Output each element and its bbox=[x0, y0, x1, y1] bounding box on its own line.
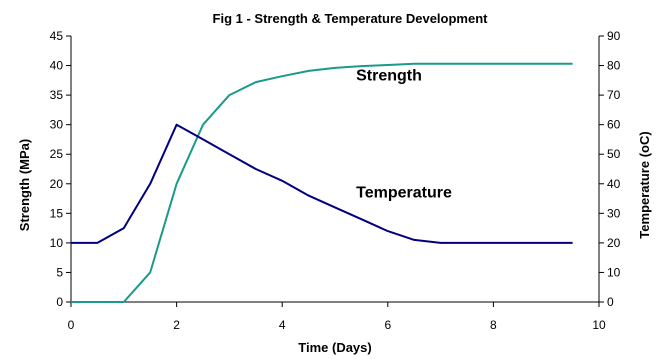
y-axis-left-title: Strength (MPa) bbox=[17, 139, 32, 231]
y-left-tick-label: 30 bbox=[50, 118, 64, 132]
y-left-tick-label: 10 bbox=[50, 236, 64, 250]
y-right-tick-label: 80 bbox=[607, 59, 621, 73]
x-tick-label: 4 bbox=[279, 318, 286, 332]
y-right-tick-label: 0 bbox=[607, 295, 614, 309]
strength-line bbox=[71, 62, 573, 303]
series-layer bbox=[71, 62, 573, 303]
x-tick-label: 2 bbox=[173, 318, 180, 332]
x-tick-label: 8 bbox=[490, 318, 497, 332]
y-right-tick-label: 60 bbox=[607, 118, 621, 132]
chart-title: Fig 1 - Strength & Temperature Developme… bbox=[213, 11, 489, 26]
y-right-tick-label: 30 bbox=[607, 206, 621, 220]
temperature-annotation: Temperature bbox=[356, 184, 452, 201]
plot-axes bbox=[70, 36, 600, 303]
y-left-tick-label: 35 bbox=[50, 88, 64, 102]
y-left-tick-label: 5 bbox=[56, 265, 63, 279]
x-tick-label: 0 bbox=[68, 318, 75, 332]
strength-annotation: Strength bbox=[356, 67, 422, 84]
x-tick-label: 6 bbox=[384, 318, 391, 332]
y-left-tick-label: 25 bbox=[50, 147, 64, 161]
y-left-tick-label: 45 bbox=[50, 29, 64, 43]
annotations: Strength Temperature bbox=[356, 67, 452, 201]
y-left-tick-label: 0 bbox=[56, 295, 63, 309]
temperature-line bbox=[71, 123, 573, 244]
y-left-tick-label: 40 bbox=[50, 59, 64, 73]
y-left-tick-label: 20 bbox=[50, 177, 64, 191]
y-left-tick-label: 15 bbox=[50, 206, 64, 220]
y-axis-right-title: Temperature (oC) bbox=[637, 131, 652, 238]
x-axis-title: Time (Days) bbox=[298, 340, 371, 355]
y-right-tick-label: 10 bbox=[607, 265, 621, 279]
y-right-tick-label: 20 bbox=[607, 236, 621, 250]
y-right-tick-label: 70 bbox=[607, 88, 621, 102]
y-right-tick-label: 50 bbox=[607, 147, 621, 161]
x-tick-label: 10 bbox=[592, 318, 606, 332]
y-right-tick-label: 90 bbox=[607, 29, 621, 43]
axis-ticks: 0 2 4 6 8 10051015202530354045010203040506070… bbox=[50, 29, 621, 332]
y-right-tick-label: 40 bbox=[607, 177, 621, 191]
